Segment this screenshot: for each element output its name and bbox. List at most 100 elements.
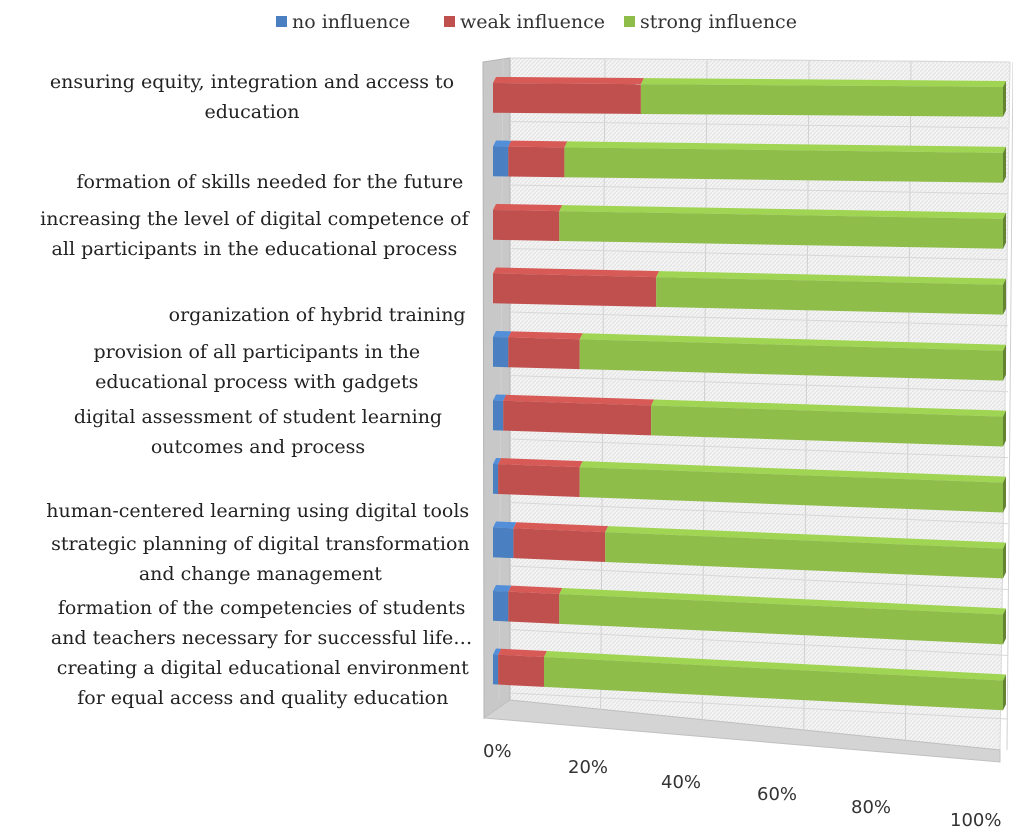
floor xyxy=(482,699,1001,763)
bar-top-strong-influence-3 xyxy=(656,271,1006,285)
gridline-h-5 xyxy=(509,375,1009,393)
bar-top-no-influence-8 xyxy=(493,584,512,592)
category-labels: ensuring equity, integration and access … xyxy=(40,71,472,709)
category-label-line: formation of the competencies of student… xyxy=(58,597,466,619)
x-axis-ticks: 0% 20% 40% 60% 80% 100% xyxy=(483,741,1001,828)
gridline-h-9 xyxy=(509,629,1009,656)
bar-top-no-influence-6 xyxy=(493,457,502,465)
bar-top-weak-influence-6 xyxy=(498,458,583,468)
bar-weak-influence-4 xyxy=(508,337,580,370)
category-label-line: ensuring equity, integration and access … xyxy=(50,71,454,93)
category-label-2: increasing the level of digital competen… xyxy=(40,208,470,260)
bar-top-weak-influence-5 xyxy=(503,394,655,406)
x-tick-label: 0% xyxy=(483,741,512,762)
legend-swatch-strong-influence xyxy=(624,16,635,27)
bar-top-no-influence-5 xyxy=(493,394,507,401)
bar-top-no-influence-7 xyxy=(493,521,517,529)
category-label-line: education xyxy=(205,101,300,123)
category-label-6: human-centered learning using digital to… xyxy=(46,500,469,522)
bar-end-strong-influence-0 xyxy=(1003,80,1006,117)
category-label-4: provision of all participants in the educ… xyxy=(93,341,420,393)
category-label-line: for equal access and quality education xyxy=(77,687,448,709)
bar-top-strong-influence-6 xyxy=(579,461,1006,483)
bar-top-weak-influence-2 xyxy=(493,203,563,212)
bar-end-strong-influence-3 xyxy=(1003,278,1006,315)
bar-weak-influence-9 xyxy=(498,654,544,687)
category-label-3: organization of hybrid training xyxy=(169,304,466,326)
gridline-h-7 xyxy=(509,502,1009,525)
bar-weak-influence-7 xyxy=(513,528,606,562)
gridline-h-0 xyxy=(509,57,1009,63)
bar-no-influence-6 xyxy=(493,463,499,494)
bar-weak-influence-3 xyxy=(493,273,657,307)
gridline-h-4 xyxy=(509,311,1009,327)
bar-top-strong-influence-7 xyxy=(605,526,1006,549)
category-label-line: organization of hybrid training xyxy=(169,304,466,326)
bar-end-strong-influence-4 xyxy=(1003,344,1006,381)
gridline-h-10 xyxy=(509,692,1009,720)
bar-no-influence-8 xyxy=(493,590,509,622)
bar-top-strong-influence-4 xyxy=(579,333,1006,351)
bar-top-strong-influence-2 xyxy=(559,205,1006,219)
category-label-1: formation of skills needed for the futur… xyxy=(77,171,464,193)
legend-label-weak-influence: weak influence xyxy=(460,11,605,33)
bar-strong-influence-5 xyxy=(651,405,1003,447)
bar-top-weak-influence-9 xyxy=(498,648,547,658)
bar-strong-influence-8 xyxy=(559,594,1003,645)
legend-swatch-no-influence xyxy=(276,16,287,27)
category-label-9: creating a digital educational environme… xyxy=(57,657,469,709)
bar-weak-influence-8 xyxy=(508,591,560,624)
bar-end-strong-influence-8 xyxy=(1003,608,1006,645)
category-label-8: formation of the competencies of student… xyxy=(51,597,472,649)
bar-no-influence-1 xyxy=(493,146,509,177)
bar-end-strong-influence-9 xyxy=(1003,674,1006,711)
category-label-line: formation of skills needed for the futur… xyxy=(77,171,464,193)
bar-weak-influence-1 xyxy=(508,146,565,178)
bar-strong-influence-2 xyxy=(559,211,1003,249)
bar-top-strong-influence-1 xyxy=(564,141,1006,153)
bar-end-strong-influence-7 xyxy=(1003,542,1006,579)
legend-label-no-influence: no influence xyxy=(292,11,410,33)
category-label-line: creating a digital educational environme… xyxy=(57,657,469,679)
bar-top-weak-influence-3 xyxy=(493,267,660,278)
x-tick-label: 60% xyxy=(757,784,797,805)
bar-weak-influence-5 xyxy=(503,400,652,436)
bar-weak-influence-6 xyxy=(498,464,580,497)
bar-strong-influence-4 xyxy=(579,339,1003,381)
bar-no-influence-9 xyxy=(493,654,499,685)
bar-end-strong-influence-6 xyxy=(1003,476,1006,513)
category-label-7: strategic planning of digital transforma… xyxy=(51,533,470,585)
x-tick-label: 100% xyxy=(950,810,1001,828)
bar-top-no-influence-4 xyxy=(493,330,512,338)
bar-strong-influence-0 xyxy=(640,84,1003,117)
bar-strong-influence-3 xyxy=(656,277,1003,315)
category-label-5: digital assessment of student learning ou… xyxy=(74,406,442,458)
bar-end-strong-influence-5 xyxy=(1003,410,1006,447)
bars xyxy=(493,76,1006,711)
bar-strong-influence-7 xyxy=(605,532,1003,579)
bar-no-influence-7 xyxy=(493,527,514,559)
gridline-h-3 xyxy=(509,248,1009,261)
category-label-0: ensuring equity, integration and access … xyxy=(50,71,454,123)
bar-end-strong-influence-2 xyxy=(1003,212,1006,249)
gridline-v-100 xyxy=(1006,61,1013,751)
category-label-line: all participants in the educational proc… xyxy=(52,238,458,260)
bar-top-no-influence-9 xyxy=(493,648,502,655)
bar-strong-influence-9 xyxy=(544,657,1003,711)
bar-strong-influence-6 xyxy=(579,467,1003,513)
bar-strong-influence-1 xyxy=(564,147,1003,183)
bar-top-strong-influence-5 xyxy=(651,399,1006,417)
bar-weak-influence-2 xyxy=(493,209,560,241)
category-label-line: human-centered learning using digital to… xyxy=(46,500,469,522)
bar-top-weak-influence-8 xyxy=(508,585,563,595)
x-tick-label: 20% xyxy=(568,757,608,778)
category-label-line: strategic planning of digital transforma… xyxy=(51,533,470,555)
bar-top-weak-influence-0 xyxy=(493,76,644,85)
bar-no-influence-4 xyxy=(493,336,509,368)
gridline-h-2 xyxy=(509,184,1009,195)
bar-top-weak-influence-1 xyxy=(508,140,568,148)
bar-top-strong-influence-0 xyxy=(640,78,1006,87)
bar-top-strong-influence-8 xyxy=(559,588,1006,615)
x-tick-label: 40% xyxy=(661,772,701,793)
legend: no influence weak influence strong influ… xyxy=(276,11,797,33)
